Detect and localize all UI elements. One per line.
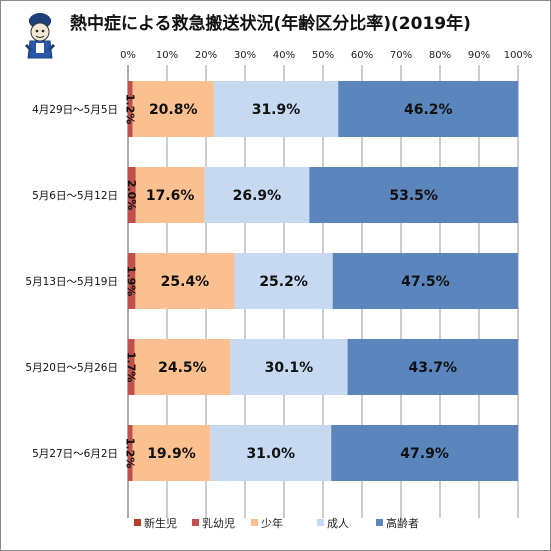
legend-label: 少年 xyxy=(261,516,283,530)
category-label: 4月29日～5月5日 xyxy=(32,104,118,116)
data-label: 25.4% xyxy=(161,274,210,290)
x-tick-label: 0% xyxy=(120,50,136,61)
legend-label: 成人 xyxy=(327,517,349,530)
y-axis-categories: 4月29日～5月5日 5月6日～5月12日 5月13日～5月19日 5月20日～5月2… xyxy=(25,104,118,460)
data-label: 47.9% xyxy=(400,446,449,462)
bars xyxy=(128,81,519,481)
bar-segment xyxy=(132,425,211,481)
data-label: 1.2% xyxy=(123,94,136,125)
data-label: 30.1% xyxy=(265,360,314,376)
bar-segment xyxy=(132,81,214,137)
bar-segment xyxy=(134,339,231,395)
x-tick-label: 90% xyxy=(468,50,490,61)
bar-segment xyxy=(230,339,348,395)
bar-segment xyxy=(204,167,310,223)
data-label: 25.2% xyxy=(259,274,308,290)
data-label: 1.7% xyxy=(124,352,137,383)
x-tick-label: 50% xyxy=(312,50,334,61)
legend-label: 新生児 xyxy=(144,516,177,530)
legend-label: 高齢者 xyxy=(386,516,419,530)
mascot-logo-icon xyxy=(24,13,56,59)
bar-segment xyxy=(234,253,333,309)
bar-segment xyxy=(128,81,133,137)
category-label: 5月27日～6月2日 xyxy=(32,448,118,460)
bar-segment xyxy=(128,167,136,223)
bar-segment xyxy=(332,253,518,309)
data-label: 2.0% xyxy=(125,180,138,211)
legend-label: 乳幼児 xyxy=(202,517,235,530)
legend-swatch xyxy=(192,519,199,526)
data-label: 46.2% xyxy=(404,102,453,118)
category-label: 5月20日～5月26日 xyxy=(25,362,118,374)
bar-segment xyxy=(347,339,518,395)
data-labels: 1.2% 20.8% 31.9% 46.2% 2.0% 17.6% 26.9% 53.5% 1.… xyxy=(123,94,457,469)
data-label: 20.8% xyxy=(149,102,198,118)
bar-segment xyxy=(338,81,519,137)
legend-swatch xyxy=(376,519,383,526)
bar-segment xyxy=(210,425,332,481)
bar-segment xyxy=(135,253,235,309)
data-label: 17.6% xyxy=(146,188,195,204)
x-tick-label: 60% xyxy=(351,50,373,61)
data-label: 1.2% xyxy=(123,438,136,469)
data-label: 31.9% xyxy=(252,102,301,118)
data-label: 53.5% xyxy=(389,188,438,204)
category-label: 5月6日～5月12日 xyxy=(32,190,118,202)
legend-swatch xyxy=(251,519,258,526)
chart-title: 熱中症による救急搬送状況(年齢区分比率)(2019年) xyxy=(70,13,471,34)
data-label: 47.5% xyxy=(401,274,450,290)
data-label: 1.9% xyxy=(125,266,138,297)
x-tick-label: 80% xyxy=(429,50,451,61)
data-label: 31.0% xyxy=(246,446,295,462)
x-tick-label: 10% xyxy=(156,50,178,61)
data-label: 24.5% xyxy=(158,360,207,376)
x-tick-label: 70% xyxy=(390,50,412,61)
category-label: 5月13日～5月19日 xyxy=(25,276,118,288)
x-tick-label: 100% xyxy=(504,50,533,61)
x-tick-label: 30% xyxy=(234,50,256,61)
bar-segment xyxy=(309,167,518,223)
bar-segment xyxy=(135,167,205,223)
bar-segment xyxy=(213,81,339,137)
bar-segment xyxy=(331,425,518,481)
legend-swatch xyxy=(317,519,324,526)
bar-segment xyxy=(128,253,136,309)
bar-segment xyxy=(128,425,133,481)
legend-swatch xyxy=(134,519,141,526)
x-tick-label: 40% xyxy=(273,50,295,61)
x-axis-ticks: 0% 10% 20% 30% 40% 50% 60% 70% 80% 90% 100% xyxy=(120,50,532,61)
x-tick-label: 20% xyxy=(195,50,217,61)
data-label: 19.9% xyxy=(147,446,196,462)
bar-segment xyxy=(128,339,135,395)
legend: 新生児 乳幼児 少年 成人 高齢者 xyxy=(134,516,419,530)
data-label: 43.7% xyxy=(408,360,457,376)
data-label: 26.9% xyxy=(233,188,282,204)
